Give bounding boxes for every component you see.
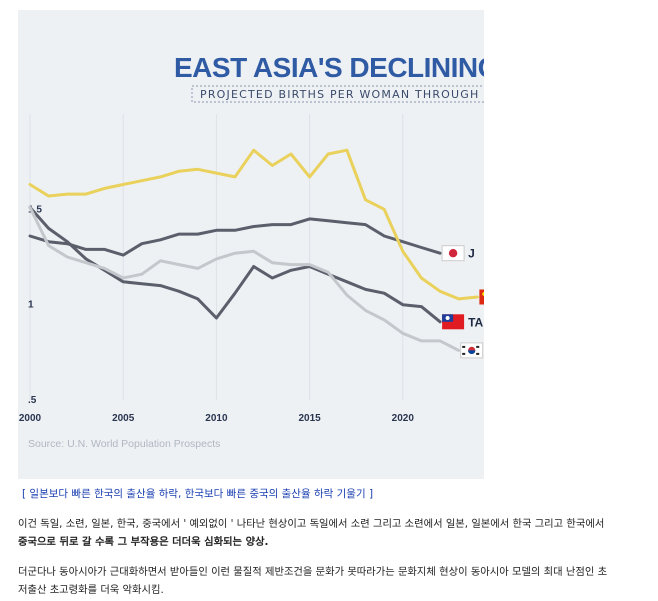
korea-flag-trigram bbox=[476, 345, 480, 348]
y-tick-label: 1 bbox=[28, 300, 34, 311]
subtitle-frame bbox=[191, 85, 484, 103]
series-end-label-4 bbox=[460, 342, 484, 359]
chart-title: EAST ASIA'S DECLINING FERTILITY RA bbox=[174, 52, 484, 83]
y-tick-label: 1.5 bbox=[28, 204, 42, 215]
series-label: TAI bbox=[468, 315, 484, 329]
paragraph-2-line-1: 더군다나 동아시아가 근대화하면서 받아들인 이런 물질적 제반조건을 문화가 … bbox=[18, 566, 608, 578]
series-end-label-2: CHINA bbox=[479, 289, 484, 305]
chart-source: Source: U.N. World Population Prospects bbox=[28, 438, 220, 450]
series-end-label-3: TAI bbox=[442, 314, 484, 330]
x-tick-label: 2005 bbox=[112, 413, 135, 424]
y-tick-label: .5 bbox=[28, 395, 37, 406]
paragraph-1-line-1: 이건 독일, 소련, 일본, 한국, 중국에서 ' 예외없이 ' 나타난 현상이… bbox=[18, 518, 605, 530]
series-label: J bbox=[468, 247, 475, 261]
paragraph-1-line-2: 중국으로 뒤로 갈 수록 그 부작용은 더더욱 심화되는 양상. bbox=[18, 536, 269, 548]
paragraph-2-line-2: 저출산 초고령화를 더욱 악화시킴. bbox=[18, 584, 164, 596]
x-tick-label: 2000 bbox=[19, 413, 42, 424]
series-line-4 bbox=[28, 205, 461, 352]
paragraph-2: 더군다나 동아시아가 근대화하면서 받아들인 이런 물질적 제반조건을 문화가 … bbox=[18, 563, 648, 599]
series-line-2 bbox=[28, 148, 479, 301]
paragraph-1: 이건 독일, 소련, 일본, 한국, 중국에서 ' 예외없이 ' 나타난 현상이… bbox=[18, 515, 648, 551]
chart-caption: [ 일본보다 빠른 한국의 출산율 하락, 한국보다 빠른 중국의 출산율 하락… bbox=[22, 488, 374, 500]
korea-flag-taeguk-bottom bbox=[468, 350, 476, 354]
x-tick-label: 2010 bbox=[205, 413, 228, 424]
x-tick-label: 2015 bbox=[298, 413, 321, 424]
taiwan-flag-sun bbox=[445, 316, 450, 321]
china-flag-star bbox=[482, 291, 484, 297]
china-flag-icon bbox=[479, 289, 484, 305]
korea-flag-trigram bbox=[462, 352, 466, 355]
korea-flag-trigram bbox=[476, 352, 480, 355]
series-end-label-1: J bbox=[441, 245, 475, 262]
japan-flag-disc bbox=[448, 249, 458, 258]
chart-subtitle: PROJECTED BIRTHS PER WOMAN THROUGH 2030 bbox=[200, 88, 484, 101]
korea-flag-trigram bbox=[462, 345, 466, 348]
x-tick-label: 2020 bbox=[392, 413, 415, 424]
series-line-1 bbox=[28, 217, 442, 257]
